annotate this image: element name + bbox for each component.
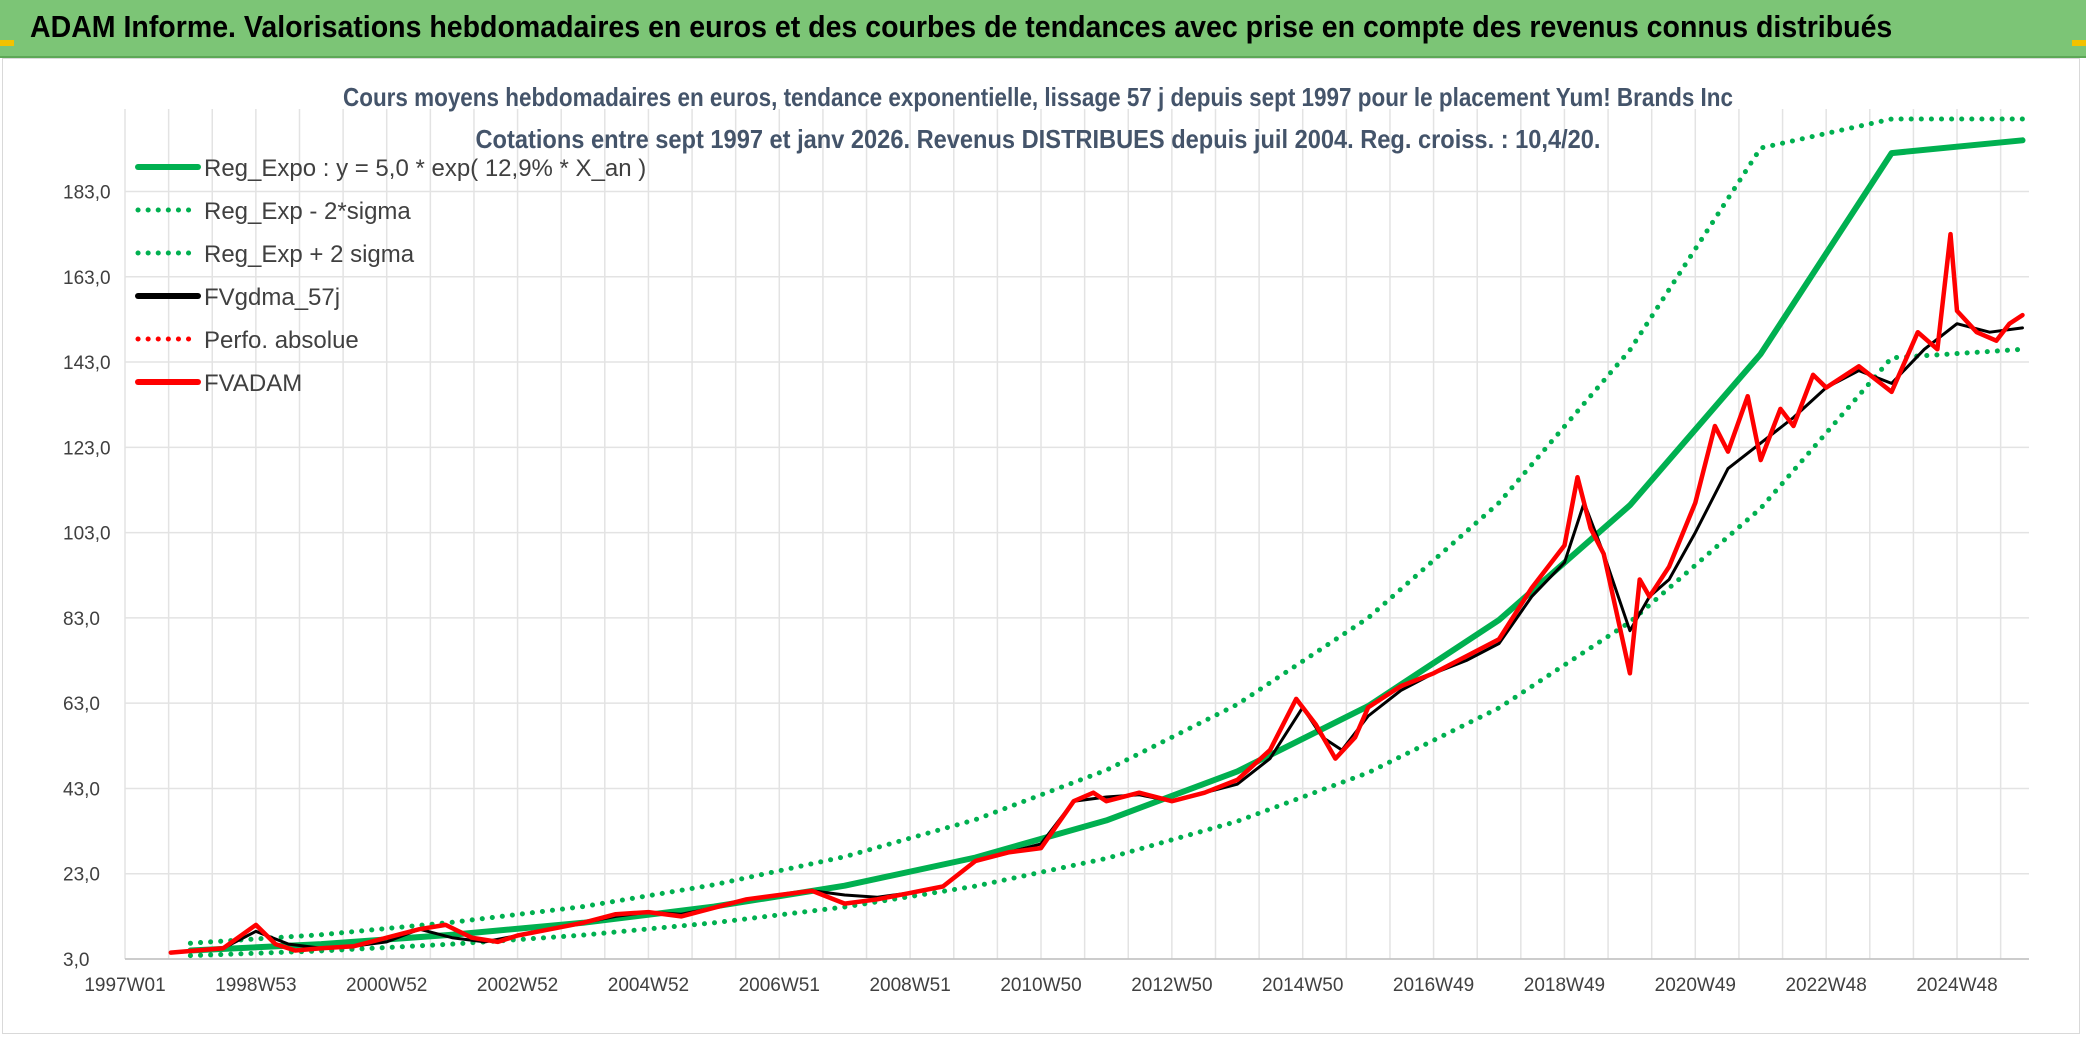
- series-line-0: [187, 137, 2026, 954]
- x-tick-label: 2014W50: [1262, 975, 1343, 996]
- legend-label: FVADAM: [204, 370, 302, 397]
- legend-label: Reg_Exp + 2 sigma: [204, 241, 415, 268]
- x-tick-label: 2010W50: [1000, 975, 1081, 996]
- x-tick-label: 2004W52: [608, 975, 689, 996]
- y-tick-label: 123,0: [63, 438, 111, 459]
- series-line-3: [169, 322, 2024, 955]
- legend-label: Reg_Exp - 2*sigma: [204, 198, 411, 225]
- x-tick-label: 2024W48: [1916, 975, 1997, 996]
- y-tick-label: 183,0: [63, 182, 111, 203]
- corner-marker-right: [2072, 40, 2086, 46]
- series-lines: [168, 116, 2026, 959]
- series-line-1: [187, 346, 2025, 959]
- x-tick-label: 2008W51: [869, 975, 950, 996]
- chart-subtitle: Cotations entre sept 1997 et janv 2026. …: [476, 124, 1601, 154]
- y-tick-label: 103,0: [63, 524, 111, 545]
- x-tick-label: 1998W53: [215, 975, 296, 996]
- x-tick-label: 2016W49: [1393, 975, 1474, 996]
- x-tick-label: 2020W49: [1655, 975, 1736, 996]
- x-tick-label: 2002W52: [477, 975, 558, 996]
- chart-title: Cours moyens hebdomadaires en euros, ten…: [343, 82, 1733, 112]
- series-line-5: [168, 231, 2025, 955]
- x-tick-label: 1997W01: [84, 975, 165, 996]
- x-tick-label: 2022W48: [1785, 975, 1866, 996]
- chart-area: 3,0 23,0 43,0 63,0 83,0 103,0 123,0 143,0 163,0 1…: [2, 58, 2080, 1034]
- y-tick-label: 23,0: [63, 865, 100, 886]
- x-tick-label: 2018W49: [1524, 975, 1605, 996]
- y-tick-label: 63,0: [63, 694, 100, 715]
- x-tick-label: 2006W51: [739, 975, 820, 996]
- report-title: ADAM Informe. Valorisations hebdomadaire…: [30, 9, 1893, 44]
- line-chart: 3,0 23,0 43,0 63,0 83,0 103,0 123,0 143,0 163,0 1…: [63, 82, 2029, 996]
- y-tick-label: 3,0: [63, 950, 89, 971]
- report-header: ADAM Informe. Valorisations hebdomadaire…: [0, 0, 2086, 58]
- legend-label: Perfo. absolue: [204, 327, 359, 354]
- y-tick-label: 83,0: [63, 609, 100, 630]
- y-tick-label: 43,0: [63, 779, 100, 800]
- series-line-2: [187, 116, 2025, 946]
- axes: 3,0 23,0 43,0 63,0 83,0 103,0 123,0 143,0 163,0 1…: [63, 182, 2029, 996]
- legend: Reg_Expo : y = 5,0 * exp( 12,9% * X_an )…: [135, 155, 646, 397]
- x-tick-label: 2012W50: [1131, 975, 1212, 996]
- x-tick-label: 2000W52: [346, 975, 427, 996]
- y-tick-label: 143,0: [63, 353, 111, 374]
- y-tick-label: 163,0: [63, 268, 111, 289]
- corner-marker-left: [0, 40, 14, 46]
- legend-label: Reg_Expo : y = 5,0 * exp( 12,9% * X_an ): [204, 155, 646, 182]
- legend-label: FVgdma_57j: [204, 284, 340, 311]
